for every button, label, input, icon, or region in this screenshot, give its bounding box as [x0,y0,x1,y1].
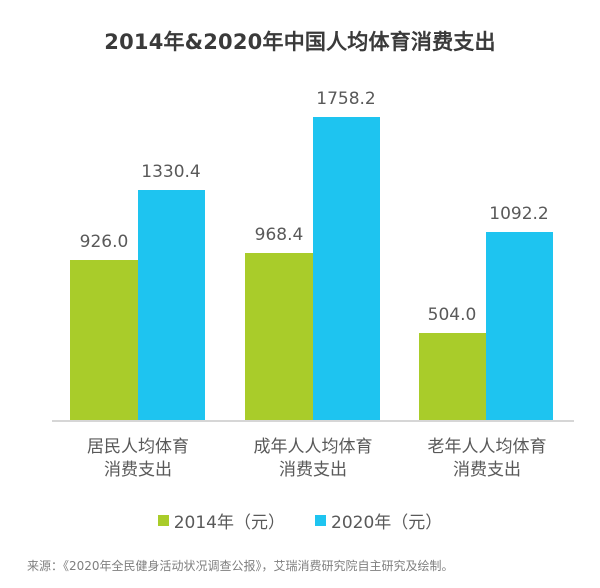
legend-item-2014: 2014年（元） [157,508,285,533]
label-2014-residents: 926.0 [79,232,129,252]
label-2020-adults: 1758.2 [316,89,376,109]
category-line1: 老年人人均体育 [427,437,547,457]
legend-label-2020: 2020年（元） [331,513,443,533]
category-line2: 消费支出 [453,460,521,480]
chart-title: 2014年&2020年中国人均体育消费支出 [104,30,496,54]
legend: 2014年（元） 2020年（元） [0,508,600,533]
legend-item-2020: 2020年（元） [315,508,442,533]
label-2014-elderly: 504.0 [427,305,477,325]
legend-swatch-2014 [157,515,169,526]
bar-2014-elderly [419,333,486,420]
bar-2014-residents [70,260,138,420]
bar-2020-adults [313,117,380,420]
bar-2020-residents [138,190,205,420]
legend-label-2014: 2014年（元） [173,513,285,533]
category-line2: 消费支出 [104,460,172,480]
category-label-residents: 居民人均体育 消费支出 [48,436,228,482]
category-line2: 消费支出 [279,460,347,480]
category-line1: 成年人人均体育 [253,437,373,457]
category-label-adults: 成年人人均体育 消费支出 [223,436,403,482]
category-line1: 居民人均体育 [87,437,189,457]
x-axis-line [52,420,574,422]
bar-2020-elderly [486,232,553,420]
legend-swatch-2020 [315,515,326,526]
label-2020-residents: 1330.4 [141,162,201,182]
label-2020-elderly: 1092.2 [489,204,549,224]
source-note: 来源：《2020年全民健身活动状况调查公报》，艾瑞消费研究院自主研究及绘制。 [27,559,454,573]
label-2014-adults: 968.4 [254,225,304,245]
category-label-elderly: 老年人人均体育 消费支出 [397,436,577,482]
bar-2014-adults [245,253,313,420]
